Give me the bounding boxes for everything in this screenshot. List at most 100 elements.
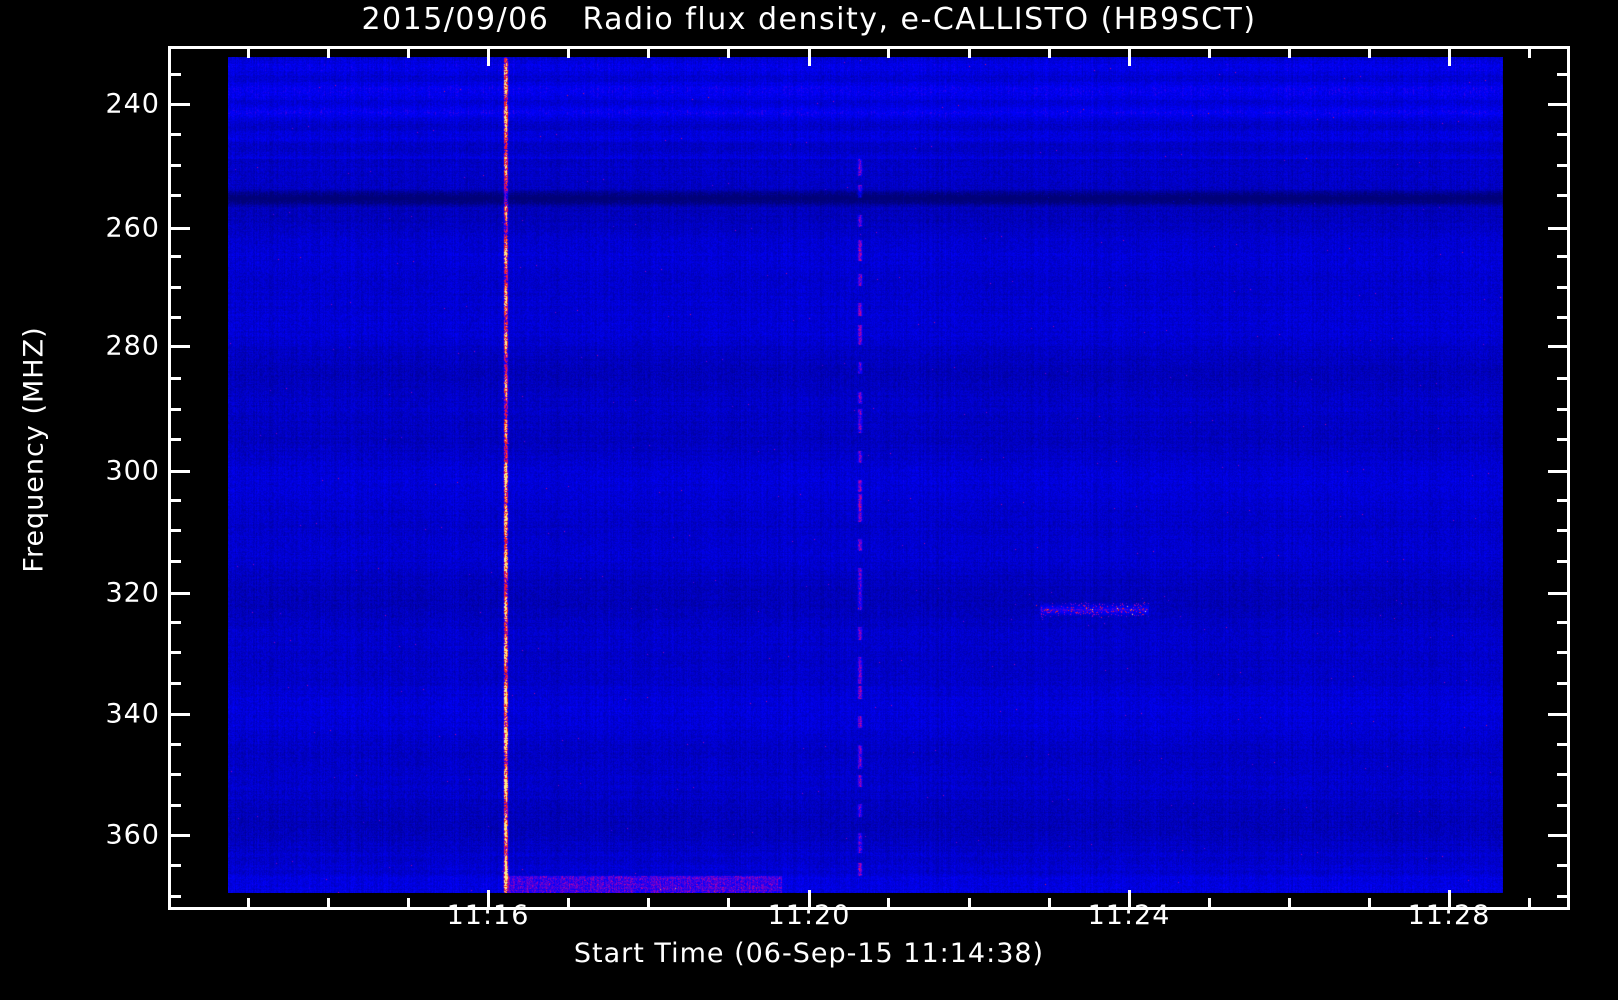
y-axis-minor-tick-right (1557, 285, 1570, 289)
y-axis-tick-label: 300 (105, 455, 160, 487)
x-axis-minor-tick (326, 898, 330, 910)
x-axis-minor-tick-top (326, 46, 330, 58)
x-axis-minor-tick-top (967, 46, 971, 58)
y-axis-major-tick (168, 713, 190, 716)
x-axis-minor-tick (1367, 898, 1371, 910)
y-axis-minor-tick-right (1557, 316, 1570, 320)
y-axis-minor-tick (168, 529, 181, 533)
x-axis-minor-tick (647, 898, 651, 910)
x-axis-minor-tick-top (246, 46, 250, 58)
y-axis-minor-tick (168, 773, 181, 777)
y-axis-minor-tick (168, 803, 181, 807)
y-axis-major-tick (168, 834, 190, 837)
y-axis-minor-tick (168, 255, 181, 259)
x-axis-minor-tick (727, 898, 731, 910)
y-axis-minor-tick (168, 864, 181, 868)
y-axis-minor-tick-right (1557, 894, 1570, 898)
y-axis-title: Frequency (MHZ) (18, 326, 50, 573)
x-axis-tick-label: 11:16 (446, 900, 530, 931)
y-axis-tick-label: 360 (105, 819, 160, 851)
y-axis-minor-tick-right (1557, 163, 1570, 167)
y-axis-minor-tick-right (1557, 803, 1570, 807)
x-axis-major-tick (1128, 890, 1131, 910)
x-axis-minor-tick-top (887, 46, 891, 58)
x-axis-tick-label: 11:24 (1087, 900, 1171, 931)
y-axis-minor-tick-right (1557, 559, 1570, 563)
y-axis-minor-tick (168, 377, 181, 381)
y-axis-minor-tick-right (1557, 498, 1570, 502)
y-axis-minor-tick-right (1557, 864, 1570, 868)
x-axis-minor-tick (887, 898, 891, 910)
y-axis-minor-tick (168, 559, 181, 563)
y-axis-minor-tick-right (1557, 742, 1570, 746)
x-axis-minor-tick-top (1047, 46, 1051, 58)
x-axis-major-tick (487, 890, 490, 910)
y-axis-major-tick (168, 592, 190, 595)
y-axis-major-tick-right (1548, 103, 1570, 106)
y-axis-major-tick-right (1548, 834, 1570, 837)
y-axis-major-tick (168, 227, 190, 230)
y-axis-minor-tick (168, 194, 181, 198)
y-axis-minor-tick (168, 133, 181, 137)
x-axis-minor-tick-top (1367, 46, 1371, 58)
page-title: 2015/09/06 Radio flux density, e-CALLIST… (361, 2, 1257, 37)
x-axis-tick-label: 11:20 (767, 900, 851, 931)
y-axis-minor-tick (168, 407, 181, 411)
y-axis-minor-tick-right (1557, 620, 1570, 624)
y-axis-tick-label: 240 (105, 88, 160, 120)
y-axis-minor-tick (168, 72, 181, 76)
y-axis-minor-tick-right (1557, 72, 1570, 76)
y-axis-minor-tick (168, 894, 181, 898)
x-axis-minor-tick (1528, 898, 1532, 910)
dynamic-spectrum-canvas[interactable] (228, 57, 1503, 893)
x-axis-minor-tick (1287, 898, 1291, 910)
x-axis-minor-tick-top (727, 46, 731, 58)
x-axis-tick-label: 11:28 (1407, 900, 1491, 931)
y-axis-major-tick-right (1548, 713, 1570, 716)
y-axis-minor-tick (168, 498, 181, 502)
y-axis-major-tick-right (1548, 470, 1570, 473)
x-axis-major-tick-top (1128, 46, 1131, 66)
y-axis-tick-label: 340 (105, 698, 160, 730)
x-axis-major-tick (1448, 890, 1451, 910)
y-axis-minor-tick-right (1557, 133, 1570, 137)
y-axis-minor-tick (168, 681, 181, 685)
x-axis-major-tick (808, 890, 811, 910)
y-axis-minor-tick (168, 620, 181, 624)
y-axis-major-tick (168, 103, 190, 106)
x-axis-major-tick-top (808, 46, 811, 66)
x-axis-minor-tick-top (1287, 46, 1291, 58)
y-axis-major-tick (168, 345, 190, 348)
x-axis-minor-tick (1207, 898, 1211, 910)
y-axis-minor-tick (168, 285, 181, 289)
y-axis-major-tick-right (1548, 227, 1570, 230)
x-axis-minor-tick (406, 898, 410, 910)
y-axis-minor-tick-right (1557, 377, 1570, 381)
x-axis-minor-tick (1047, 898, 1051, 910)
x-axis-title: Start Time (06-Sep-15 11:14:38) (573, 938, 1045, 969)
spectrogram-plot-area[interactable] (171, 49, 1567, 907)
y-axis-minor-tick (168, 163, 181, 167)
y-axis-minor-tick-right (1557, 194, 1570, 198)
y-axis-minor-tick (168, 438, 181, 442)
axes-frame (168, 46, 1570, 910)
y-axis-minor-tick-right (1557, 407, 1570, 411)
y-axis-minor-tick (168, 316, 181, 320)
y-axis-minor-tick-right (1557, 529, 1570, 533)
y-axis-major-tick (168, 470, 190, 473)
y-axis-tick-label: 280 (105, 330, 160, 362)
x-axis-minor-tick (567, 898, 571, 910)
x-axis-minor-tick (246, 898, 250, 910)
y-axis-minor-tick-right (1557, 651, 1570, 655)
x-axis-minor-tick (967, 898, 971, 910)
x-axis-minor-tick-top (1528, 46, 1532, 58)
y-axis-major-tick-right (1548, 592, 1570, 595)
y-axis-tick-label: 260 (105, 212, 160, 244)
y-axis-tick-label: 320 (105, 577, 160, 609)
y-axis-major-tick-right (1548, 345, 1570, 348)
x-axis-minor-tick-top (567, 46, 571, 58)
y-axis-minor-tick-right (1557, 438, 1570, 442)
x-axis-major-tick-top (487, 46, 490, 66)
y-axis-minor-tick-right (1557, 681, 1570, 685)
